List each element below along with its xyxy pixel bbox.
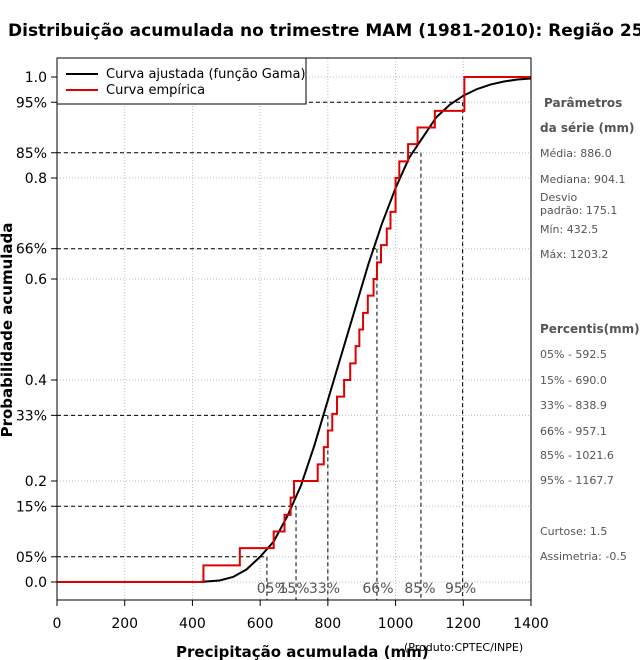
stat-media: Média: 886.0 bbox=[540, 147, 612, 160]
fitted-gamma-curve bbox=[57, 77, 532, 583]
y-axis-label: Probabilidade acumulada bbox=[0, 223, 16, 438]
percentil-66: 66% - 957.1 bbox=[540, 425, 607, 438]
params-title-line1: Parâmetros bbox=[544, 96, 622, 110]
x-axis-label: Precipitação acumulada (mm) bbox=[176, 643, 429, 660]
y-percent-tick-label: 85% bbox=[16, 146, 47, 162]
y-axis: 0.0 0.2 0.4 0.6 0.8 1.0 05% 15% 33% 66% 85% 95% bbox=[16, 70, 57, 591]
chart-title: Distribuição acumulada no trimestre MAM … bbox=[8, 21, 640, 41]
x-percentile-label: 05% bbox=[257, 581, 288, 597]
x-axis: 0 200 400 600 800 1000 1200 1400 bbox=[53, 600, 549, 632]
y-tick-label: 0.2 bbox=[25, 474, 47, 490]
x-tick-label: 600 bbox=[247, 616, 274, 632]
y-percent-tick-label: 95% bbox=[16, 95, 47, 111]
percentil-85: 85% - 1021.6 bbox=[540, 449, 614, 462]
percentis-title: Percentis(mm) bbox=[540, 322, 640, 336]
x-percentile-label: 15% bbox=[278, 581, 309, 597]
legend: Curva ajustada (função Gama) Curva empír… bbox=[56, 57, 307, 105]
grid bbox=[56, 58, 532, 600]
percentil-95: 95% - 1167.7 bbox=[540, 474, 614, 487]
x-percentile-label: 33% bbox=[309, 581, 340, 597]
x-percentile-label: 66% bbox=[362, 581, 393, 597]
y-percent-tick-label: 66% bbox=[16, 242, 47, 258]
stat-min: Mín: 432.5 bbox=[540, 223, 598, 236]
percentil-05: 05% - 592.5 bbox=[540, 348, 607, 361]
stat-curtose: Curtose: 1.5 bbox=[540, 525, 607, 538]
percentil-33: 33% - 838.9 bbox=[540, 399, 607, 412]
params-title-line2: da série (mm) bbox=[540, 121, 634, 135]
y-percent-tick-label: 15% bbox=[16, 499, 47, 515]
y-tick-label: 0.8 bbox=[25, 171, 47, 187]
x-tick-label: 800 bbox=[314, 616, 341, 632]
y-tick-label: 0.4 bbox=[25, 373, 47, 389]
x-percentile-labels: 05%15% 33% 66% 85% 95% bbox=[257, 581, 476, 597]
y-percent-tick-label: 05% bbox=[16, 550, 47, 566]
stat-desvio-line1: Desvio bbox=[540, 191, 578, 204]
x-tick-label: 1000 bbox=[378, 616, 414, 632]
x-tick-label: 0 bbox=[53, 616, 62, 632]
x-tick-label: 1400 bbox=[513, 616, 549, 632]
stat-desvio-line2: padrão: 175.1 bbox=[540, 204, 617, 217]
series-layer bbox=[57, 76, 532, 583]
stat-assimetria: Assimetria: -0.5 bbox=[540, 550, 627, 563]
percentile-guides bbox=[57, 101, 464, 600]
x-tick-label: 400 bbox=[179, 616, 206, 632]
x-percentile-label: 95% bbox=[445, 581, 476, 597]
y-tick-label: 0.0 bbox=[25, 575, 47, 591]
y-tick-label: 0.6 bbox=[25, 272, 47, 288]
stat-mediana: Mediana: 904.1 bbox=[540, 173, 625, 186]
stats-panel: Parâmetros da série (mm) Média: 886.0 Me… bbox=[540, 96, 640, 563]
empirical-step-curve bbox=[57, 76, 531, 583]
plot-frame bbox=[56, 57, 532, 601]
stat-max: Máx: 1203.2 bbox=[540, 248, 608, 261]
credit-text: (Produto:CPTEC/INPE) bbox=[404, 641, 523, 654]
legend-label-empirical: Curva empírica bbox=[106, 83, 205, 98]
y-percent-tick-label: 33% bbox=[16, 408, 47, 424]
y-tick-label: 1.0 bbox=[25, 70, 47, 86]
legend-label-fitted: Curva ajustada (função Gama) bbox=[106, 67, 306, 82]
x-percentile-label: 85% bbox=[404, 581, 435, 597]
legend-box bbox=[56, 57, 307, 105]
x-tick-label: 1200 bbox=[445, 616, 481, 632]
percentil-15: 15% - 690.0 bbox=[540, 374, 607, 387]
x-tick-label: 200 bbox=[111, 616, 138, 632]
